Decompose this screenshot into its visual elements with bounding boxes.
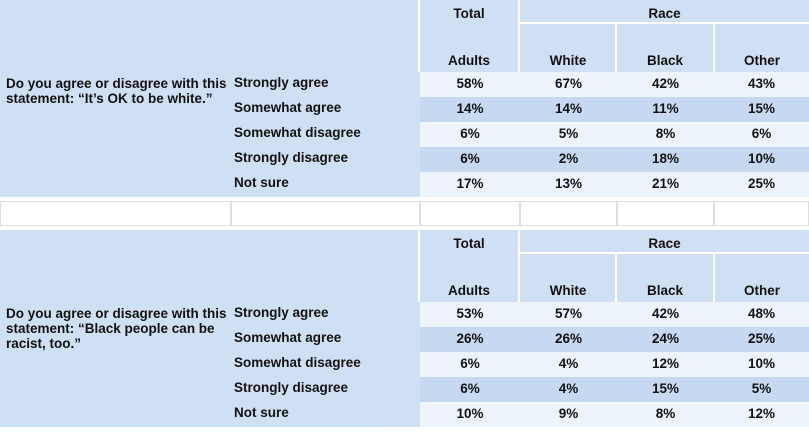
answer-label: Not sure [234, 405, 289, 420]
other-value: 10% [747, 151, 776, 166]
divider [713, 254, 715, 302]
white-value: 4% [558, 381, 579, 396]
adults-value: 26% [456, 331, 484, 346]
white-value: 67% [554, 76, 583, 91]
column-header: Black [646, 283, 684, 298]
question-panel: Do you agree or disagree with this state… [0, 302, 420, 427]
black-value: 21% [651, 176, 680, 191]
table-row: 17% 13% 21% 25% [420, 172, 809, 197]
adults-value: 6% [460, 151, 480, 166]
divider [520, 22, 809, 24]
table-row: 6% 5% 8% 6% [420, 122, 809, 147]
header-total: Total Adults [420, 230, 520, 302]
header-blank [0, 230, 420, 302]
total-header: Total [453, 6, 485, 21]
white-value: 13% [554, 176, 583, 191]
black-value: 24% [651, 331, 680, 346]
spacer-cell [231, 201, 420, 226]
white-value: 57% [554, 306, 583, 321]
header-total: Total Adults [420, 0, 520, 72]
table-row: 58% 67% 42% 43% [420, 72, 809, 97]
divider [615, 24, 617, 72]
column-header: Adults [448, 53, 490, 68]
question-text: Do you agree or disagree with this state… [6, 306, 227, 351]
adults-value: 6% [460, 126, 480, 141]
column-header: Other [743, 283, 780, 298]
answer-label: Strongly agree [234, 305, 329, 320]
black-value: 8% [655, 406, 676, 421]
table-row: 10% 9% 8% 12% [420, 402, 809, 427]
divider [713, 24, 715, 72]
column-header: Black [646, 53, 684, 68]
other-value: 15% [747, 101, 776, 116]
black-value: 12% [651, 356, 680, 371]
black-value: 15% [651, 381, 680, 396]
white-value: 14% [554, 101, 583, 116]
column-header: Other [743, 53, 780, 68]
question-text: Do you agree or disagree with this state… [6, 76, 227, 106]
race-header: Race [648, 6, 681, 21]
table-row: 6% 2% 18% 10% [420, 147, 809, 172]
survey-table-2: Total Adults Race White Black Other Do y… [0, 230, 809, 430]
spacer-cell [0, 201, 231, 226]
table-row: 53% 57% 42% 48% [420, 302, 809, 327]
other-value: 48% [747, 306, 776, 321]
divider [520, 252, 809, 254]
table-row: 6% 4% 12% 10% [420, 352, 809, 377]
column-header: Adults [448, 283, 490, 298]
table-row: 26% 26% 24% 25% [420, 327, 809, 352]
adults-value: 10% [456, 406, 484, 421]
adults-value: 6% [460, 381, 480, 396]
column-header: White [549, 53, 587, 68]
answer-label: Somewhat disagree [234, 125, 361, 140]
white-value: 9% [558, 406, 579, 421]
black-value: 42% [651, 76, 680, 91]
adults-value: 58% [456, 76, 484, 91]
question-panel: Do you agree or disagree with this state… [0, 72, 420, 197]
black-value: 42% [651, 306, 680, 321]
answer-label: Strongly disagree [234, 150, 349, 165]
total-header: Total [453, 236, 485, 251]
answer-label: Strongly disagree [234, 380, 349, 395]
black-value: 8% [655, 126, 676, 141]
adults-value: 14% [456, 101, 484, 116]
survey-table-1: Total Adults Race White Black Other Do y… [0, 0, 809, 200]
other-value: 5% [751, 381, 772, 396]
adults-value: 17% [456, 176, 484, 191]
other-value: 10% [747, 356, 776, 371]
white-value: 2% [558, 151, 579, 166]
divider [615, 254, 617, 302]
table-row: 6% 4% 15% 5% [420, 377, 809, 402]
answer-label: Strongly agree [234, 75, 329, 90]
other-value: 25% [747, 176, 776, 191]
other-value: 43% [747, 76, 776, 91]
header-race: Race White Black Other [520, 230, 809, 302]
black-value: 11% [652, 101, 679, 116]
answer-label: Somewhat agree [234, 330, 342, 345]
white-value: 26% [554, 331, 583, 346]
answer-label: Not sure [234, 175, 289, 190]
header-race: Race White Black Other [520, 0, 809, 72]
spacer-cell [520, 201, 617, 226]
adults-value: 6% [460, 356, 480, 371]
white-value: 4% [558, 356, 579, 371]
header-blank [0, 0, 420, 72]
other-value: 25% [747, 331, 776, 346]
spacer-cell [714, 201, 809, 226]
table-row: 14% 14% 11% 15% [420, 97, 809, 122]
answer-label: Somewhat agree [234, 100, 342, 115]
black-value: 18% [651, 151, 680, 166]
answer-label: Somewhat disagree [234, 355, 361, 370]
other-value: 12% [747, 406, 776, 421]
spacer-cell [420, 201, 520, 226]
race-header: Race [648, 236, 681, 251]
other-value: 6% [751, 126, 772, 141]
spacer-cell [617, 201, 714, 226]
white-value: 5% [558, 126, 579, 141]
column-header: White [549, 283, 587, 298]
adults-value: 53% [456, 306, 484, 321]
